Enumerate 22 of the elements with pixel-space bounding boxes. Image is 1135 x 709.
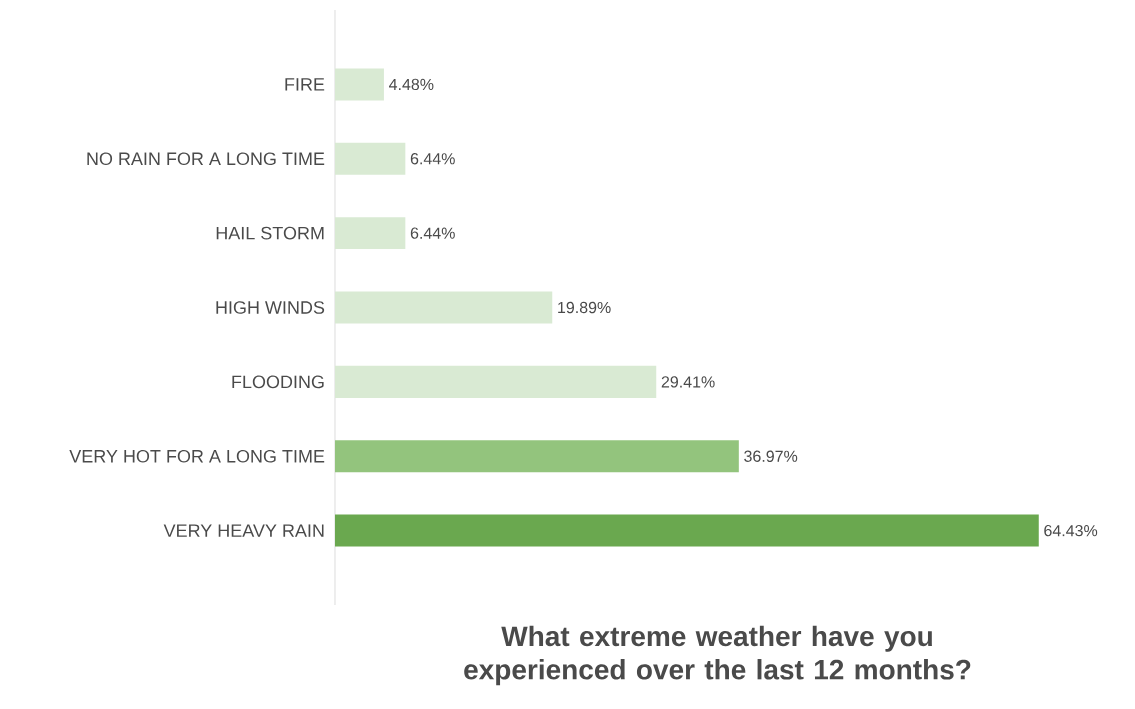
data-label: 19.89% bbox=[558, 301, 611, 314]
bar bbox=[335, 217, 406, 250]
bar bbox=[335, 514, 1039, 547]
y-tick-label: FIRE bbox=[285, 78, 325, 91]
data-label: 4.48% bbox=[389, 78, 434, 91]
y-tick-label: HIGH WINDS bbox=[216, 301, 325, 314]
data-label: 29.41% bbox=[661, 376, 715, 388]
y-tick-label: VERY HOT FOR A LONG TIME bbox=[69, 449, 325, 463]
data-label: 6.44% bbox=[410, 227, 455, 239]
bar bbox=[335, 440, 739, 473]
data-label: 6.44% bbox=[410, 153, 455, 165]
bar bbox=[335, 142, 406, 175]
y-tick-label: VERY HEAVY RAIN bbox=[163, 524, 324, 537]
bar bbox=[335, 291, 553, 324]
y-tick-label: NO RAIN FOR A LONG TIME bbox=[87, 152, 325, 166]
bar bbox=[335, 365, 657, 398]
text: What extreme weather have you experienced over the last 12 months? bbox=[464, 625, 971, 686]
y-tick-label: FLOODING bbox=[232, 375, 324, 389]
data-label: 64.43% bbox=[1044, 524, 1098, 537]
y-tick-label: HAIL STORM bbox=[216, 226, 324, 240]
data-label: 36.97% bbox=[744, 450, 798, 462]
bar bbox=[335, 68, 384, 101]
